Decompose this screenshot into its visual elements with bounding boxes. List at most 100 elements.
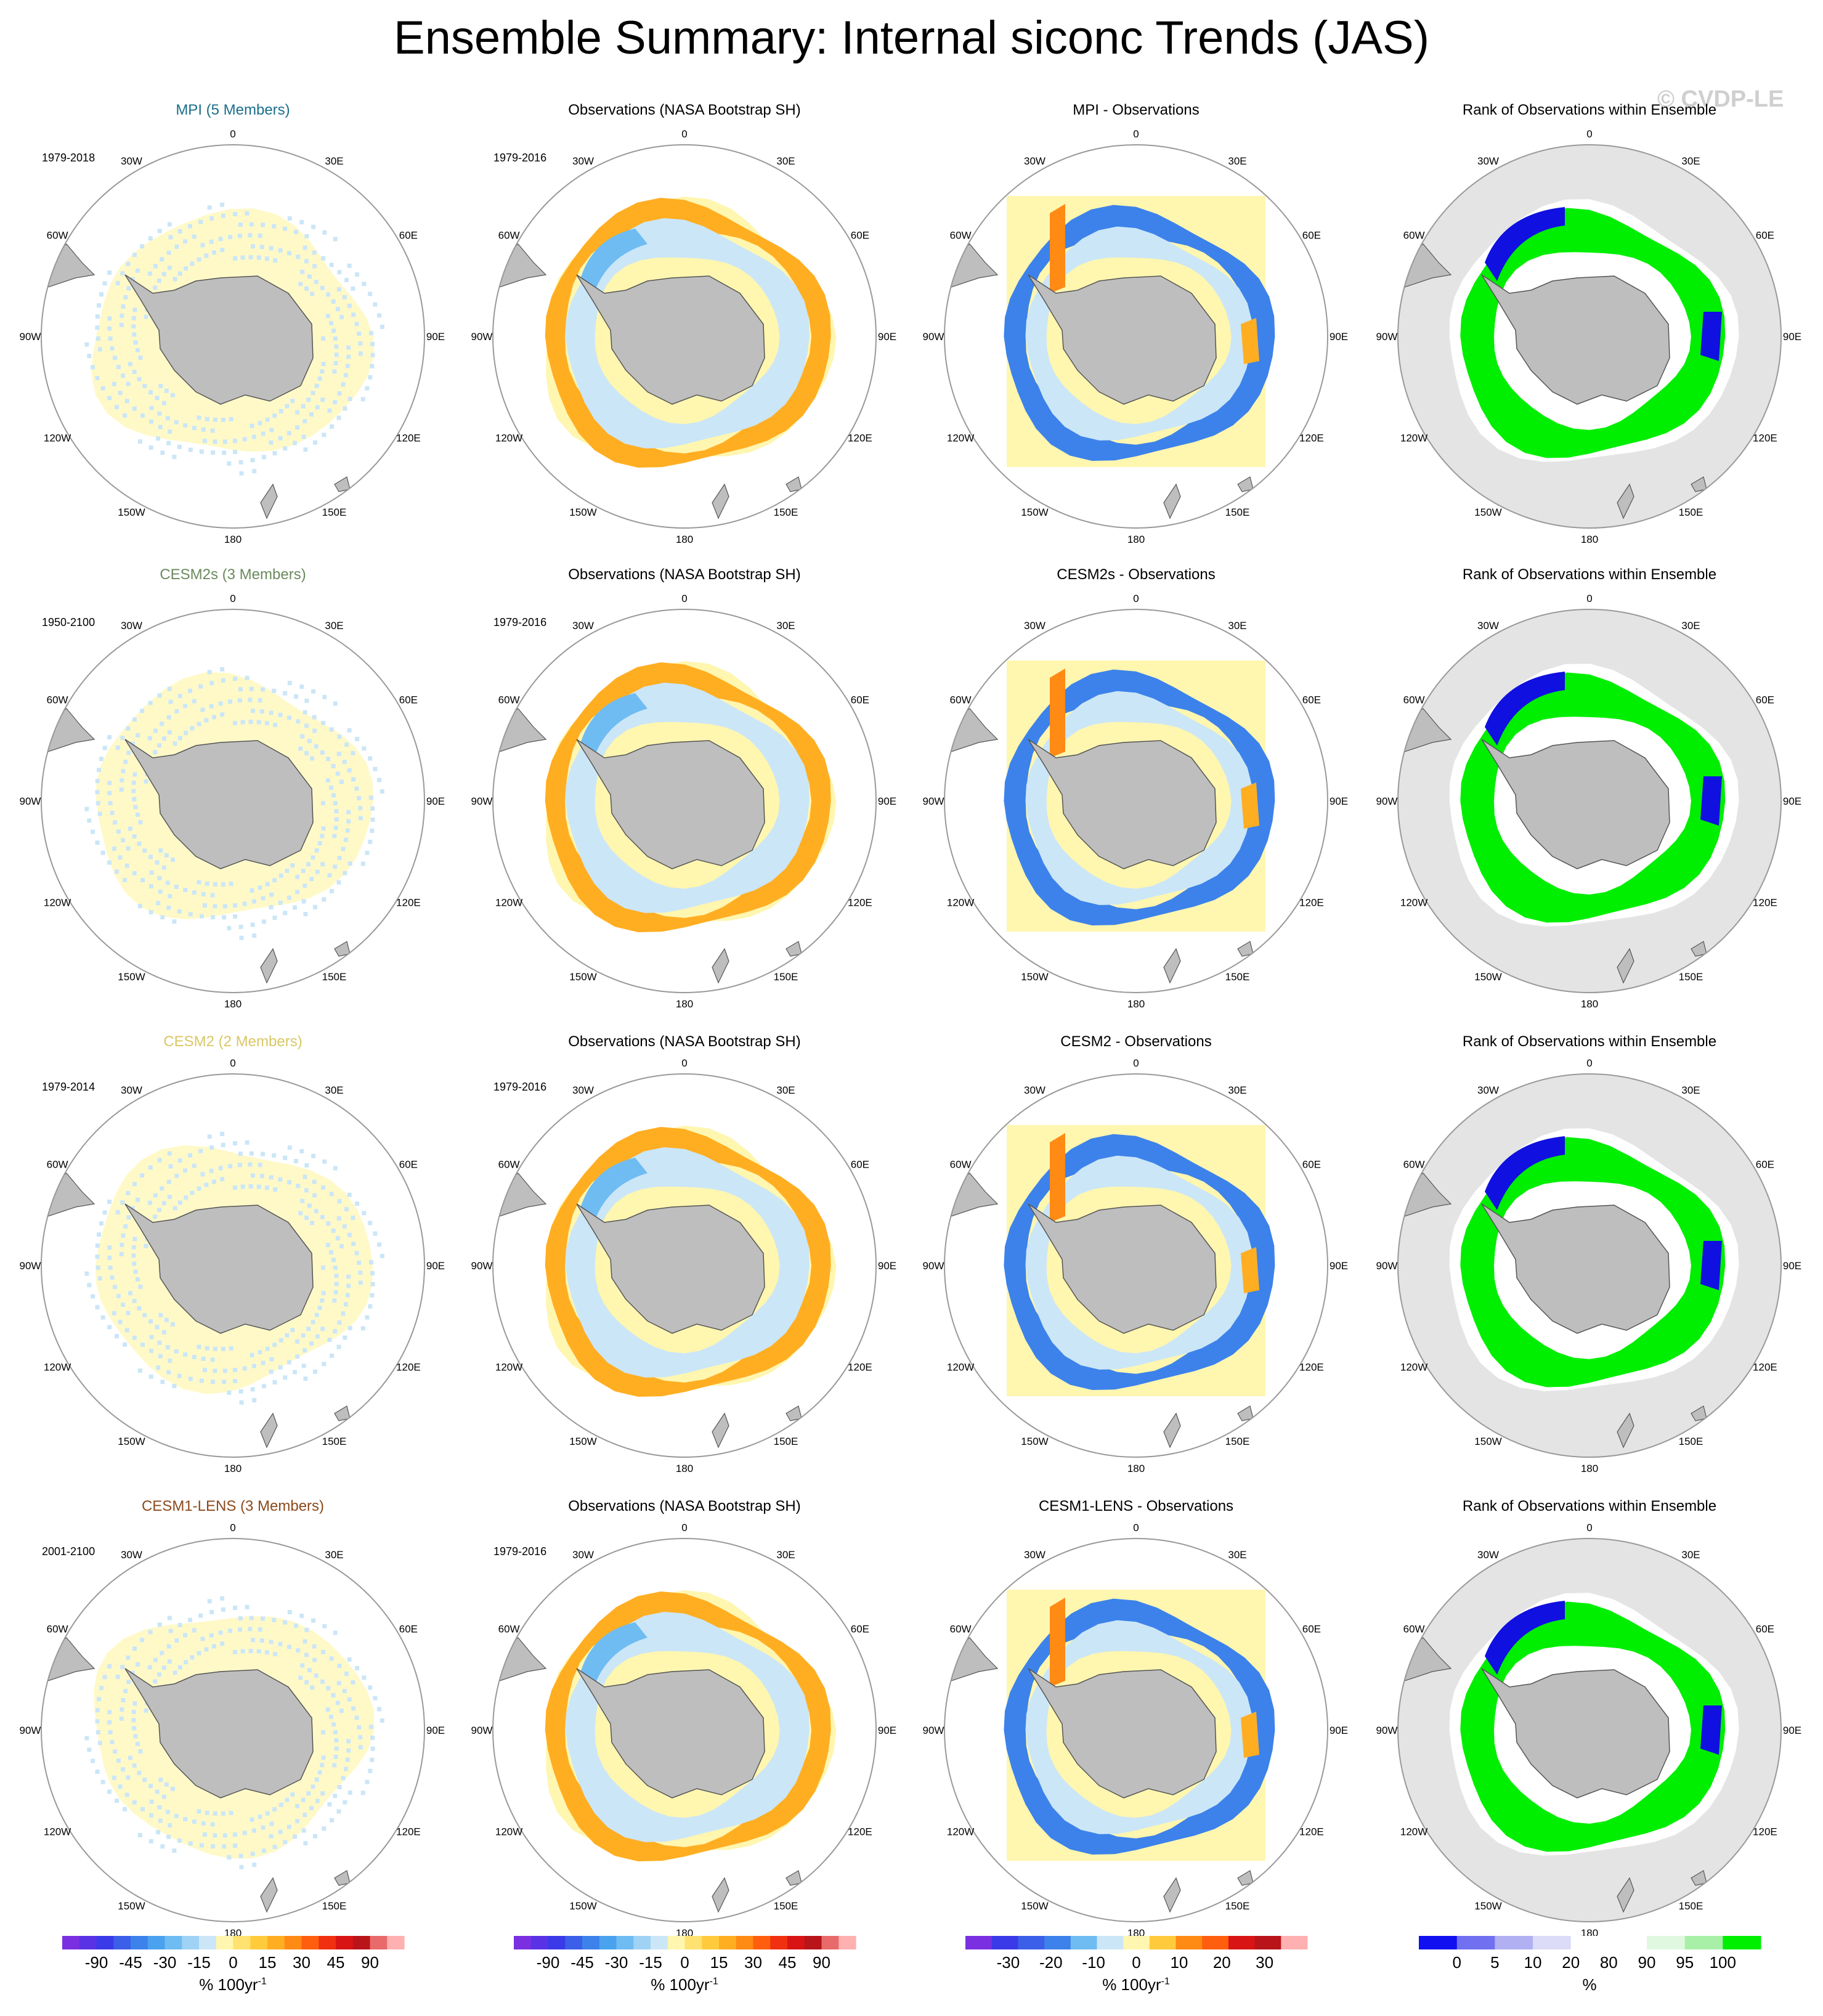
units-exponent: -1 [258,1976,267,1987]
trend-cell [358,1270,363,1275]
trend-cell [368,1221,373,1225]
trend-cell [153,285,158,290]
trend-cell [326,1686,331,1691]
trend-cell [343,871,347,876]
trend-cell [283,226,288,231]
longitude-label: 30W [121,1549,142,1561]
trend-cell [173,1206,177,1211]
longitude-label: 90E [426,1260,445,1272]
trend-cell [161,865,166,870]
trend-cell [312,1644,317,1649]
trend-cell [153,1193,158,1198]
longitude-label: 30E [776,1549,795,1561]
trend-cell [331,763,336,768]
trend-cell [220,1641,225,1646]
trend-cell [337,1785,342,1789]
trend-cell [354,1251,359,1256]
trend-cell [320,1298,325,1303]
trend-cell [135,348,140,352]
trend-cell [238,1163,242,1168]
trend-cell [172,455,177,460]
longitude-label: 150E [322,1900,347,1912]
trend-cell [161,1794,166,1799]
trend-cell [174,420,179,425]
colorbar-swatch [582,1936,599,1949]
trend-cell [100,850,105,855]
trend-cell [269,1175,274,1180]
trend-cell [347,1326,352,1330]
trend-cell [314,1209,319,1214]
trend-cell [172,1848,177,1853]
trend-cell [160,1844,165,1849]
model-map: 0 30E 60E 90E 120E 150E 180 150W 120W 90W 60W 30W [20,128,445,545]
trend-cell [252,933,257,938]
trend-cell [239,935,244,940]
trend-cell [368,795,373,800]
trend-cell [95,336,100,341]
trend-cell [304,751,309,755]
map-boundary [944,1073,1328,1458]
positive-difference-patch [1241,1712,1259,1758]
trend-cell [345,1293,350,1298]
trend-cell [183,1352,188,1357]
trend-cell [197,415,201,420]
trend-cell [358,341,363,346]
trend-cell [278,1641,283,1646]
colorbar-swatch [79,1936,97,1949]
trend-cell [294,230,298,234]
trend-cell [242,901,247,906]
trend-cell [287,715,291,720]
trend-cell [334,1746,339,1751]
trend-cell [347,263,352,268]
trend-cell [209,1633,214,1638]
trend-cell [347,1192,352,1197]
trend-cell [188,912,193,917]
longitude-label: 120W [947,1826,974,1838]
trend-cell [110,1739,115,1744]
trend-cell [332,369,337,374]
longitude-label: 150W [569,1900,596,1912]
trend-cell [317,1306,322,1311]
trend-cell [97,1741,102,1746]
trend-cell [313,1369,317,1374]
longitude-label: 90E [1783,1260,1801,1272]
longitude-label: 150E [322,506,347,518]
trend-cell [307,1668,312,1673]
longitude-label: 90E [878,1725,896,1736]
trend-cell [345,1757,350,1762]
trend-cell [149,884,153,888]
trend-cell [370,1757,375,1762]
trend-cell [123,1342,128,1347]
trend-cell [130,741,135,746]
trend-cell [333,1794,338,1799]
longitude-label: 60W [47,694,68,706]
trend-cell [336,1344,341,1349]
trend-cell [261,919,266,924]
trend-cell [229,1810,233,1815]
trend-cell [304,1188,309,1193]
obs-map: 0 30E 60E 90E 120E 150E 180 150W 120W 90W 60W 30W [471,1057,897,1474]
trend-cell [343,1766,348,1771]
trend-cell [140,244,145,249]
trend-cell [287,681,292,686]
trend-cell [337,1664,342,1668]
trend-cell [360,397,365,402]
trend-cell [207,670,212,675]
colorbar-tick-label: 15 [710,1953,728,1972]
trend-cell [370,1293,375,1298]
trend-cell [331,299,336,304]
new-zealand-landmass [1163,483,1181,519]
longitude-label: 30E [1228,155,1246,167]
colorbar-swatch [564,1936,583,1949]
trend-cell [259,245,264,250]
colorbar-swatch [386,1936,405,1949]
trend-cell [132,772,137,777]
trend-cell [269,1834,274,1839]
trend-cell [227,925,232,930]
colorbar-swatch [718,1936,736,1949]
trend-cell [296,1648,301,1653]
trend-cell [166,1370,171,1375]
trend-cell [177,1158,182,1163]
trend-cell [95,314,100,319]
period-label: 1979-2016 [493,616,547,628]
